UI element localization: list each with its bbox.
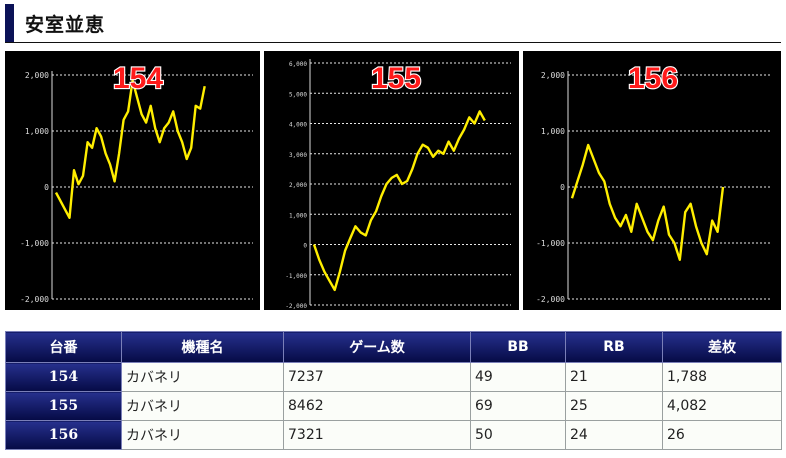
table-row: 156 カバネリ 7321 50 24 26: [5, 420, 782, 450]
header-accent-bar: [5, 4, 14, 42]
games-cell: 7237: [283, 362, 471, 392]
y-tick-label: 2,000: [541, 71, 565, 80]
chart-title: 155: [371, 62, 421, 95]
bb-cell: 50: [470, 420, 566, 450]
header-cell-difference: 差枚: [662, 331, 782, 363]
difference-cell: 4,082: [662, 391, 782, 421]
bb-cell: 69: [470, 391, 566, 421]
header-cell-unit-number: 台番: [5, 331, 122, 363]
games-cell: 7321: [283, 420, 471, 450]
y-tick-label: -1,000: [20, 239, 49, 248]
table-row: 155 カバネリ 8462 69 25 4,082: [5, 391, 782, 421]
rb-cell: 24: [565, 420, 663, 450]
y-tick-label: 0: [560, 183, 565, 192]
series-line: [312, 110, 486, 292]
page-title: 安室並恵: [25, 14, 106, 36]
y-tick-label: 3,000: [289, 152, 307, 159]
chart-156: 2,000 1,000 0 -1,000 -2,000 156: [523, 51, 781, 310]
header-cell-machine-name: 機種名: [121, 331, 284, 363]
chart-154: 2,000 1,000 0 -1,000 -2,000 154: [5, 51, 260, 310]
chart-title: 154: [113, 62, 163, 95]
y-tick-label: -2,000: [536, 295, 565, 304]
y-tick-label: -1,000: [536, 239, 565, 248]
unit-number-cell: 156: [5, 420, 122, 450]
rb-cell: 25: [565, 391, 663, 421]
unit-number-cell: 155: [5, 391, 122, 421]
page-header: 安室並恵: [5, 4, 781, 43]
y-tick-label: -2,000: [20, 295, 49, 304]
machine-name-cell: カバネリ: [121, 391, 284, 421]
rb-cell: 21: [565, 362, 663, 392]
y-tick-label: 2,000: [289, 182, 307, 189]
y-tick-label: 0: [44, 183, 49, 192]
y-tick-label: 1,000: [25, 127, 49, 136]
difference-cell: 1,788: [662, 362, 782, 392]
header-cell-games: ゲーム数: [283, 331, 471, 363]
y-tick-label: 5,000: [289, 91, 307, 98]
table-header-row: 台番 機種名 ゲーム数 BB RB 差枚: [5, 331, 782, 363]
y-tick-label: 6,000: [289, 61, 307, 68]
y-tick-label: 2,000: [25, 71, 49, 80]
header-cell-bb: BB: [470, 331, 566, 363]
header-cell-rb: RB: [565, 331, 663, 363]
series-line: [54, 79, 206, 220]
y-tick-label: 1,000: [289, 212, 307, 219]
chart-svg: 6,000 5,000 4,000 3,000 2,000 1,000 0 -1,000 -2,…: [285, 59, 511, 310]
series-line: [570, 143, 725, 262]
games-cell: 8462: [283, 391, 471, 421]
chart-title: 156: [628, 62, 678, 95]
difference-cell: 26: [662, 420, 782, 450]
machine-table: 台番 機種名 ゲーム数 BB RB 差枚 154 カバネリ 7237 49 21…: [5, 331, 782, 450]
chart-svg: 2,000 1,000 0 -1,000 -2,000 156: [536, 61, 772, 304]
y-tick-label: -1,000: [285, 273, 307, 280]
chart-svg: 2,000 1,000 0 -1,000 -2,000 154: [20, 61, 253, 304]
chart-155: 6,000 5,000 4,000 3,000 2,000 1,000 0 -1,000 -2,…: [264, 51, 519, 310]
table-row: 154 カバネリ 7237 49 21 1,788: [5, 362, 782, 392]
unit-number-cell: 154: [5, 362, 122, 392]
y-tick-label: 4,000: [289, 122, 307, 129]
machine-name-cell: カバネリ: [121, 362, 284, 392]
y-tick-label: 0: [303, 243, 307, 250]
bb-cell: 49: [470, 362, 566, 392]
y-tick-label: 1,000: [541, 127, 565, 136]
machine-name-cell: カバネリ: [121, 420, 284, 450]
y-tick-label: -2,000: [285, 303, 307, 310]
